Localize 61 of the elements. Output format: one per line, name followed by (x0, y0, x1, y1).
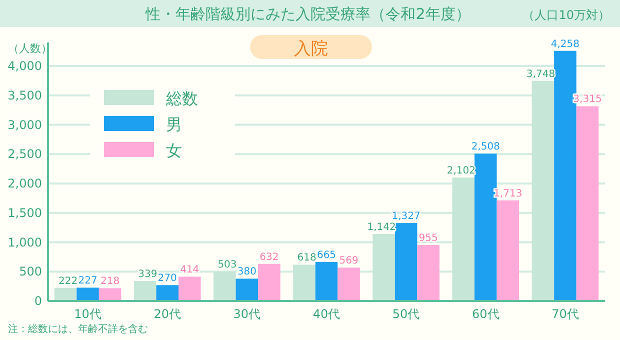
y-tick-label: 3,000 (8, 118, 42, 132)
bar (338, 268, 360, 301)
data-label: 569 (339, 256, 358, 267)
legend-label: 男 (166, 115, 182, 134)
data-label: 2,102 (446, 166, 476, 177)
x-tick-label: 20代 (154, 307, 181, 321)
data-label: 1,142 (367, 222, 396, 233)
bar (98, 288, 122, 301)
bar (452, 178, 475, 301)
data-label: 632 (260, 252, 279, 263)
y-tick-label: 500 (19, 264, 42, 279)
bar (417, 244, 440, 301)
data-label: 222 (58, 276, 78, 287)
data-label: 380 (237, 266, 256, 278)
data-label: 1,327 (392, 211, 420, 222)
data-label: 270 (158, 273, 177, 284)
bar (236, 278, 258, 301)
bar (76, 288, 99, 301)
y-tick-label: 0 (34, 294, 42, 308)
bar (532, 80, 554, 301)
bar (293, 264, 316, 301)
legend-label: 女 (166, 141, 182, 160)
x-tick-label: 10代 (74, 307, 102, 321)
bar (134, 281, 156, 301)
bar (576, 106, 599, 301)
data-label: 2,508 (471, 142, 500, 153)
legend-label: 総数 (165, 89, 198, 108)
x-tick-label: 60代 (472, 307, 500, 321)
bar (156, 285, 178, 301)
chart-title: 性・年齢階級別にみた入院受療率（令和2年度） (144, 5, 470, 23)
y-tick-label: 4,000 (8, 59, 42, 73)
bar (178, 276, 201, 301)
x-tick-label: 40代 (312, 307, 340, 321)
data-label: 414 (180, 264, 200, 276)
chart-subtitle: 入院 (294, 39, 328, 59)
bar (394, 223, 418, 301)
data-label: 218 (100, 276, 120, 288)
bar (372, 234, 395, 301)
y-tick-label: 3,500 (8, 88, 42, 102)
data-label: 339 (138, 269, 158, 280)
y-axis-title: （人数） (8, 42, 52, 55)
text: 注：総数には、年齢不詳を含む (8, 323, 148, 335)
data-label: 4,258 (550, 38, 580, 50)
bar (214, 271, 236, 301)
data-label: 227 (78, 276, 98, 287)
y-tick-label: 1,500 (8, 206, 42, 220)
data-label: 503 (218, 259, 237, 270)
bar (258, 264, 280, 301)
x-tick-label: 50代 (392, 307, 420, 321)
text: （人口10万対） (522, 8, 610, 22)
y-tick-label: 2,500 (8, 147, 42, 162)
x-tick-label: 70代 (552, 307, 579, 321)
y-tick-label: 2,000 (8, 176, 42, 190)
data-label: 665 (316, 250, 336, 261)
bar (54, 288, 77, 301)
data-label: 955 (418, 232, 438, 244)
bar (496, 200, 520, 301)
data-label: 618 (297, 252, 316, 264)
bar (315, 262, 338, 301)
x-tick-label: 30代 (233, 307, 261, 321)
y-tick-label: 1,000 (8, 235, 42, 250)
